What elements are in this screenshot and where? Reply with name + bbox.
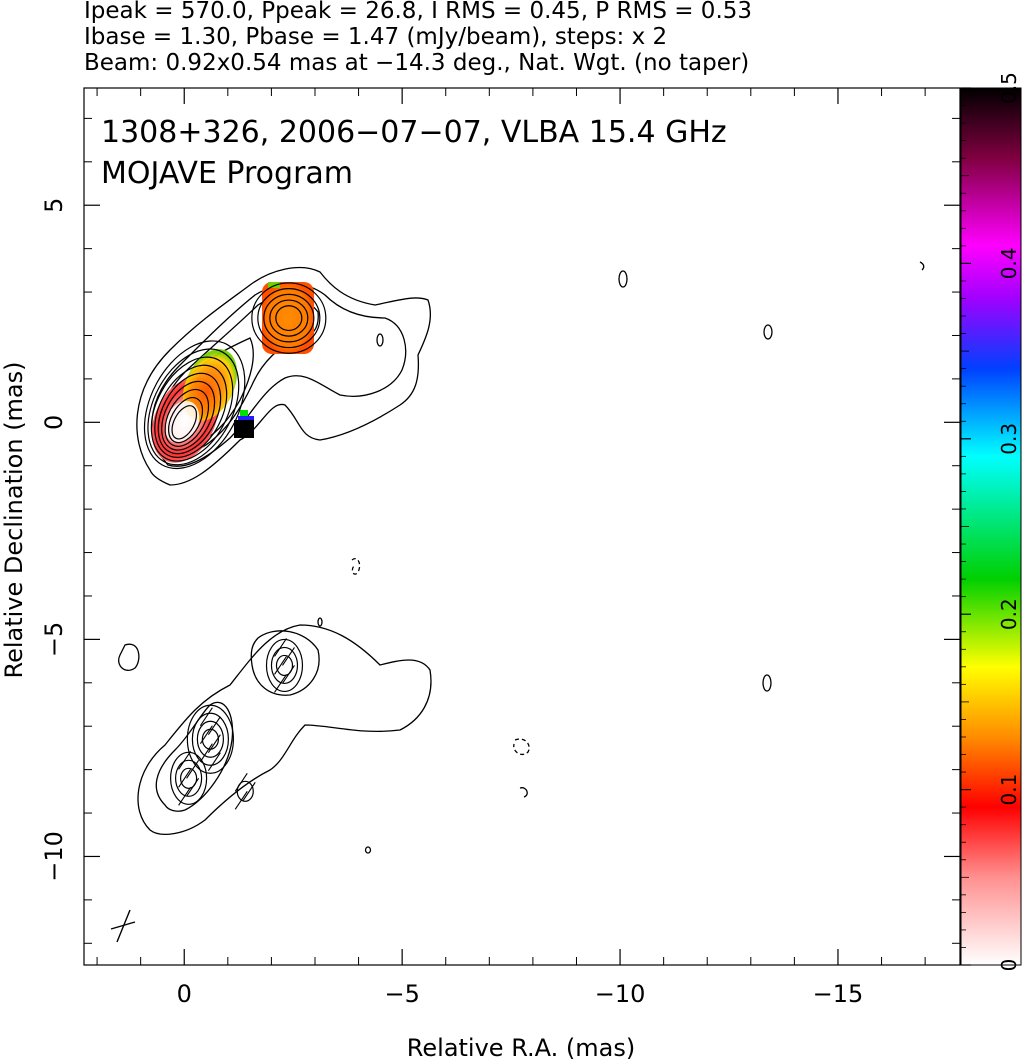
polarization-contour: [236, 780, 254, 802]
header-line-beam: Beam: 0.92x0.54 mas at −14.3 deg., Nat. …: [84, 50, 750, 76]
evpa-vector: [207, 752, 221, 772]
colorbar-tick-label: 0.2: [997, 598, 1021, 630]
core-white-center: [164, 400, 200, 444]
core-contour: [147, 348, 240, 466]
polarization-contour: [265, 638, 304, 693]
beam-marker: [110, 909, 136, 943]
x-tick-label: −10: [595, 980, 646, 1008]
evpa-vector: [207, 734, 221, 754]
noise-contour: [618, 270, 628, 288]
pol-pixel: [240, 410, 248, 416]
y-axis-label: Relative Declination (mas): [0, 361, 28, 678]
evpa-vector: [178, 751, 192, 770]
evpa-vector: [234, 791, 248, 810]
noise-contour: [317, 617, 323, 627]
polarization-contour: [196, 720, 224, 758]
core-contour: [154, 364, 228, 458]
polarized-outer-contour: [118, 643, 140, 671]
colorbar-tick-label: 0: [997, 959, 1021, 972]
axis-tick-labels: 0 −5 −10 −15 5 0 −5 −10: [40, 198, 863, 1008]
evpa-vector: [274, 674, 287, 693]
polarization-contour: [179, 767, 198, 789]
diffuse-contours: [118, 261, 925, 854]
core-contour: [164, 388, 210, 447]
evpa-vector: [178, 769, 192, 788]
evpa-vectors: [178, 638, 295, 810]
chart-title: 1308+326, 2006−07−07, VLBA 15.4 GHz: [101, 115, 727, 150]
evpa-vector: [178, 787, 192, 806]
pol-pixel: [234, 420, 254, 438]
noise-contour: [763, 324, 773, 340]
y-tick-label: 5: [40, 198, 68, 213]
evpa-vector: [242, 782, 256, 801]
core-contour: [143, 340, 246, 470]
knot-contour: [269, 299, 309, 337]
evpa-vector: [282, 647, 295, 666]
axis-ticks: [84, 88, 960, 965]
polarized-second-contour: [250, 630, 320, 696]
header-line-peaks: Ipeak = 570.0, Ppeak = 26.8, I RMS = 0.4…: [84, 0, 753, 24]
knot-contour: [251, 282, 327, 354]
noise-contour: [364, 846, 372, 854]
evpa-vector: [199, 743, 213, 763]
noise-contour: [513, 738, 530, 756]
evpa-vector: [186, 778, 200, 797]
polarization-contour: [186, 704, 234, 774]
plot-frame: [83, 87, 961, 966]
core-contour: [167, 397, 204, 444]
polarized-second-contour: [155, 701, 234, 812]
evpa-vector: [186, 760, 200, 779]
core-contour: [161, 380, 216, 451]
polarized-outer-contour: [137, 624, 432, 835]
noise-contour: [351, 558, 361, 575]
evpa-vector: [282, 665, 295, 684]
x-tick-label: −5: [384, 980, 419, 1008]
evpa-vector: [199, 725, 213, 745]
noise-contour: [376, 333, 384, 347]
colorbar: [960, 87, 1022, 966]
colorbar-tick-label: 0.4: [997, 247, 1021, 279]
colorbar-tick-label: 0.5: [997, 72, 1021, 104]
knot-contour: [275, 305, 303, 332]
polarization-contour: [174, 759, 203, 797]
stokes-i-outer-contour: [136, 266, 432, 486]
chart-subtitle: MOJAVE Program: [101, 156, 353, 191]
core-contour: [171, 405, 198, 440]
y-tick-label: 0: [40, 415, 68, 430]
x-tick-label: −15: [813, 980, 864, 1008]
polarization-contour: [270, 646, 299, 685]
noise-contour: [519, 787, 528, 798]
inner-jet-color-blob: [182, 349, 238, 421]
stokes-i-core-contours: [143, 282, 327, 470]
header-line-base-levels: Ibase = 1.30, Pbase = 1.47 (mJy/beam), s…: [84, 24, 668, 50]
x-tick-label: 0: [177, 980, 192, 1008]
polarization-contours: [169, 638, 304, 805]
evpa-vector: [234, 773, 248, 792]
evpa-vector: [274, 656, 287, 675]
core-contour: [157, 372, 222, 455]
colorbar-tick-label: 0.1: [997, 774, 1021, 806]
noise-contour: [919, 261, 925, 271]
y-tick-label: −10: [40, 831, 68, 882]
evpa-vector: [207, 716, 221, 736]
colorbar-ticks: 0 0.1 0.2 0.3 0.4 0.5: [961, 72, 1021, 971]
polarization-contour: [191, 712, 229, 766]
x-axis-label: Relative R.A. (mas): [407, 1034, 635, 1061]
evpa-vector: [199, 707, 213, 727]
pol-pixel: [238, 416, 254, 422]
noise-contour: [762, 674, 772, 692]
polarization-contour: [275, 654, 294, 677]
core-contour: [150, 356, 234, 462]
knot-contour: [257, 288, 321, 349]
knot-green-edge: [268, 282, 280, 288]
colorbar-tick-label: 0.3: [997, 423, 1021, 455]
evpa-vector: [274, 638, 287, 657]
y-tick-label: −5: [40, 622, 68, 657]
knot-contour: [263, 293, 315, 343]
knot-color-blob: [262, 282, 314, 354]
